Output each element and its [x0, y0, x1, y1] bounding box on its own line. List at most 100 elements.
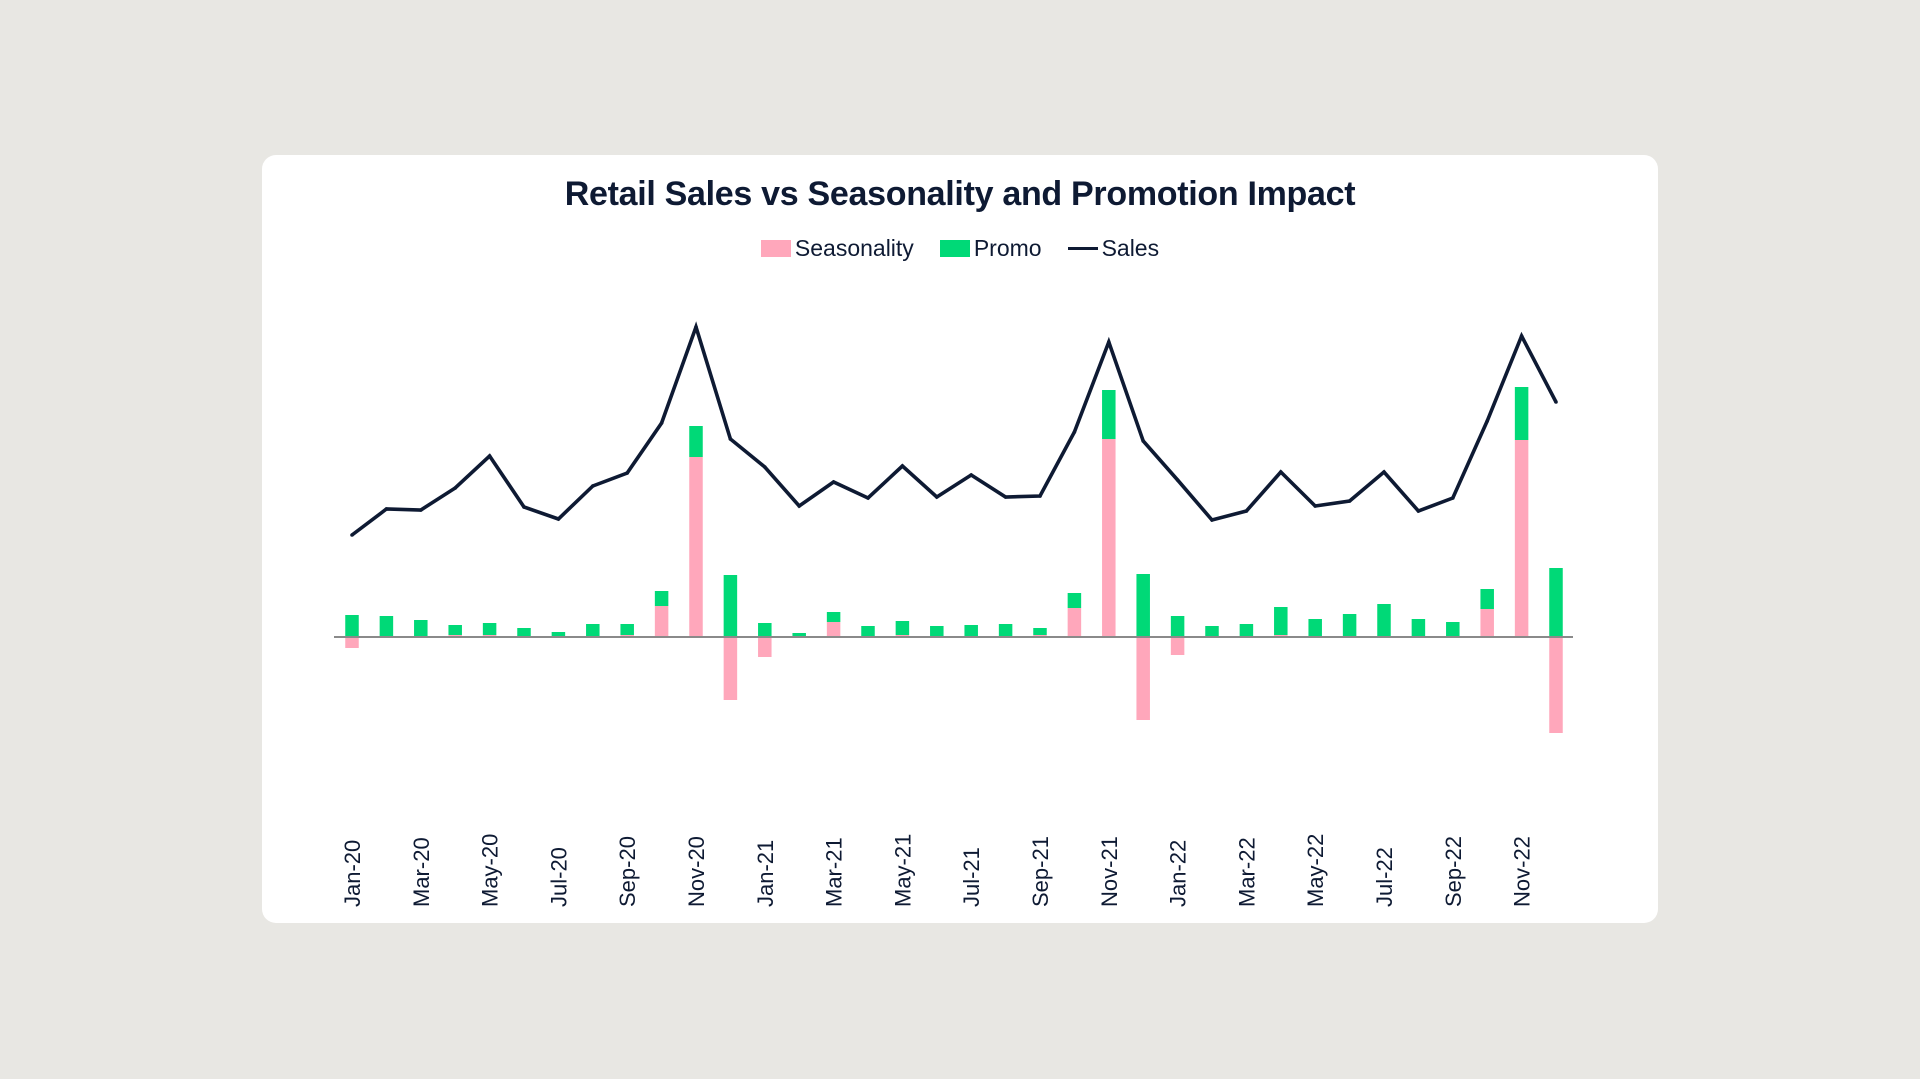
x-tick-label: Mar-20	[409, 837, 434, 907]
sales-point	[1244, 509, 1249, 513]
x-tick-label: Mar-22	[1234, 837, 1259, 907]
promo-bar	[1205, 626, 1219, 637]
sales-point	[1072, 430, 1077, 434]
x-tick-label: Sep-21	[1028, 836, 1053, 907]
promo-bar	[758, 623, 772, 637]
sales-point	[522, 505, 526, 509]
sales-point	[659, 421, 664, 425]
seasonality-bar	[654, 606, 669, 637]
promo-bar	[1102, 390, 1116, 439]
promo-bar	[998, 624, 1013, 637]
chart-legend: Seasonality Promo Sales	[262, 235, 1658, 262]
promo-bar	[964, 625, 978, 637]
sales-point	[1210, 518, 1214, 522]
legend-label-sales: Sales	[1101, 235, 1160, 261]
promo-bar	[930, 626, 944, 637]
seasonality-bar	[1514, 440, 1529, 637]
sales-point	[969, 473, 973, 477]
sales-point	[900, 464, 905, 468]
legend-item-sales[interactable]: Sales	[1067, 235, 1160, 262]
sales-point	[1313, 504, 1317, 508]
chart-card: Retail Sales vs Seasonality and Promotio…	[262, 155, 1658, 923]
sales-point	[625, 471, 629, 475]
legend-label-seasonality: Seasonality	[794, 235, 914, 261]
promo-bar	[414, 620, 428, 637]
legend-item-promo[interactable]: Promo	[939, 235, 1042, 262]
x-tick-label: Nov-22	[1510, 836, 1535, 907]
sales-point	[384, 507, 389, 511]
promo-bar	[448, 625, 462, 635]
promo-bar	[654, 591, 669, 606]
sales-point	[1554, 400, 1558, 404]
legend-swatch-promo	[939, 240, 970, 257]
promo-bar	[1446, 622, 1460, 637]
x-tick-label: Nov-20	[684, 836, 709, 907]
sales-point	[1279, 470, 1283, 474]
promo-bar	[586, 624, 600, 637]
sales-point	[1141, 439, 1145, 443]
sales-point	[1038, 494, 1042, 498]
legend-swatch-seasonality	[760, 240, 791, 257]
sales-point	[1107, 340, 1111, 344]
legend-item-seasonality[interactable]: Seasonality	[760, 235, 914, 262]
seasonality-bar	[1102, 439, 1116, 637]
seasonality-bar	[1170, 637, 1185, 655]
seasonality-bar	[1136, 637, 1150, 720]
promo-bar	[723, 575, 738, 637]
sales-point	[1519, 334, 1524, 338]
promo-bar	[826, 612, 841, 622]
x-tick-label: Jan-20	[340, 840, 365, 907]
promo-bar	[620, 624, 634, 635]
x-tick-label: Jul-21	[959, 847, 984, 907]
sales-point	[591, 484, 595, 488]
sales-point	[1416, 509, 1421, 513]
promo-bar	[689, 426, 703, 457]
x-tick-label: Jul-20	[546, 847, 571, 907]
promo-bar	[1136, 574, 1150, 637]
seasonality-bar	[1067, 608, 1082, 637]
x-tick-label: Sep-22	[1441, 836, 1466, 907]
sales-point	[419, 508, 423, 512]
sales-point	[453, 486, 458, 490]
sales-point	[487, 454, 492, 458]
sales-point	[1175, 478, 1180, 482]
sales-point	[797, 504, 801, 508]
x-tick-label: Jul-22	[1372, 847, 1397, 907]
promo-bar	[482, 623, 497, 635]
seasonality-bar	[723, 637, 738, 700]
sales-point	[763, 465, 767, 469]
promo-bar	[1514, 387, 1529, 440]
sales-point	[350, 533, 354, 537]
x-tick-label: May-21	[890, 834, 915, 907]
x-tick-label: Jan-22	[1166, 840, 1191, 907]
seasonality-bar	[1549, 637, 1563, 733]
promo-bar	[895, 621, 910, 635]
promo-bar	[517, 628, 531, 637]
promo-bar	[861, 626, 875, 637]
seasonality-bar	[826, 622, 841, 637]
seasonality-bar	[689, 457, 703, 637]
sales-point	[935, 495, 939, 499]
promo-bar	[1274, 607, 1288, 635]
promo-bar	[1308, 619, 1322, 637]
sales-point	[866, 496, 870, 500]
x-tick-label: Jan-21	[753, 840, 778, 907]
legend-label-promo: Promo	[973, 235, 1042, 261]
x-tick-label: Nov-21	[1097, 836, 1122, 907]
promo-bar	[1239, 624, 1254, 637]
sales-point	[1485, 419, 1489, 423]
sales-line	[350, 321, 1558, 537]
bar-layer	[345, 387, 1563, 733]
x-tick-label: May-20	[478, 834, 503, 907]
promo-bar	[1549, 568, 1563, 637]
seasonality-bar	[1480, 609, 1494, 637]
promo-bar	[792, 633, 806, 637]
x-tick-label: Mar-21	[822, 837, 847, 907]
promo-bar	[1342, 614, 1357, 637]
promo-bar	[1480, 589, 1494, 609]
promo-bar	[379, 616, 394, 637]
seasonality-bar	[758, 637, 772, 657]
legend-swatch-sales	[1067, 247, 1098, 250]
chart-title: Retail Sales vs Seasonality and Promotio…	[564, 175, 1356, 213]
sales-point	[728, 437, 733, 441]
